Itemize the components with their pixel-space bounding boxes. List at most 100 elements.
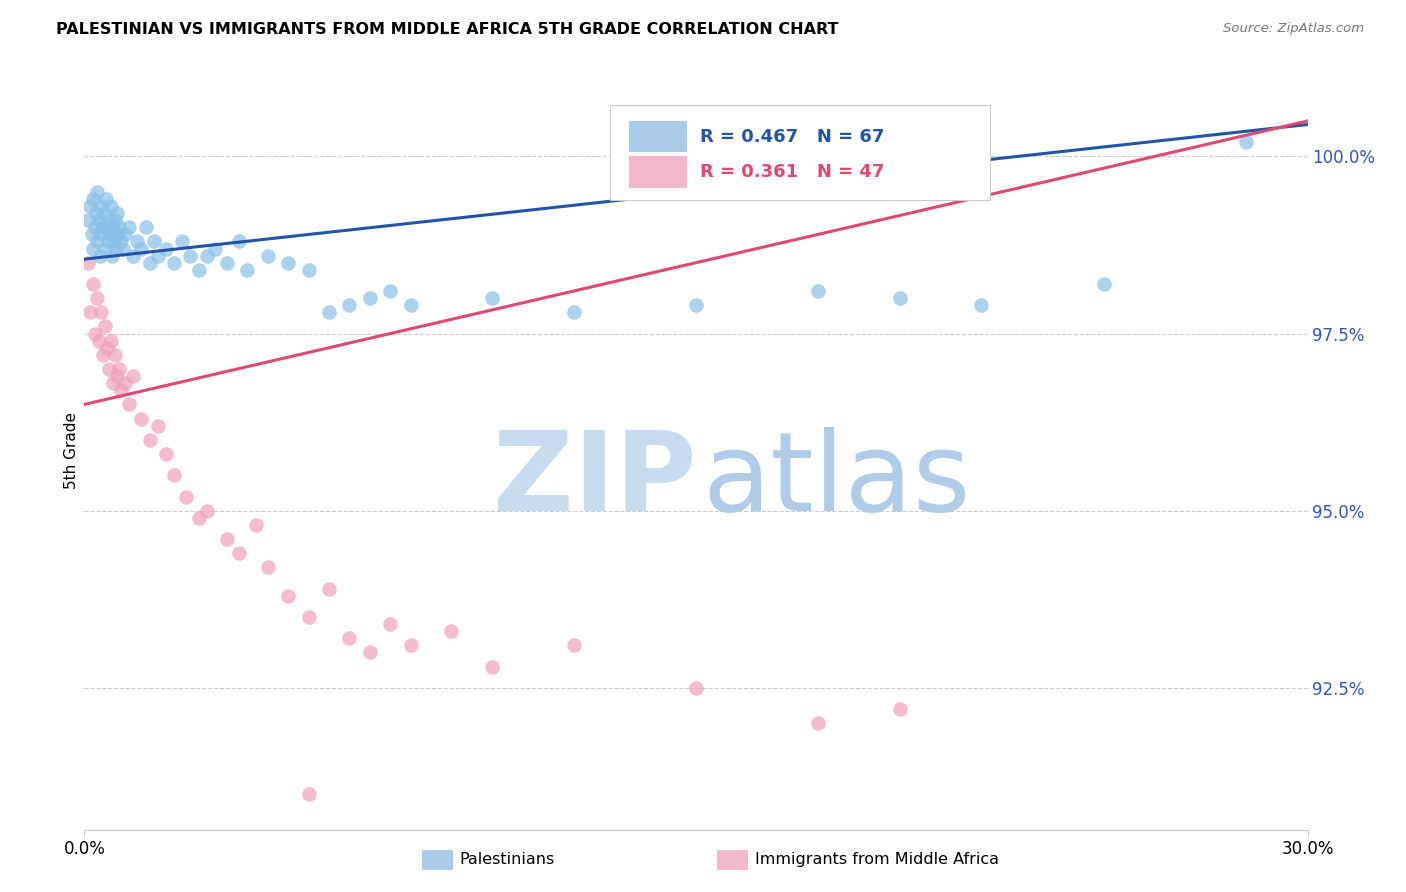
- Point: [807, 284, 830, 298]
- Point: [91, 220, 114, 235]
- Point: [87, 213, 110, 227]
- Point: [82, 242, 104, 256]
- Point: [142, 235, 165, 249]
- Point: [685, 681, 707, 695]
- Point: [257, 249, 280, 263]
- Point: [339, 298, 361, 312]
- Point: [889, 291, 911, 305]
- Point: [440, 624, 463, 639]
- Point: [100, 334, 122, 348]
- Text: Palestinians: Palestinians: [460, 853, 555, 867]
- Point: [101, 376, 124, 391]
- Point: [105, 242, 128, 256]
- Point: [1236, 135, 1258, 149]
- Point: [172, 235, 194, 249]
- Text: PALESTINIAN VS IMMIGRANTS FROM MIDDLE AFRICA 5TH GRADE CORRELATION CHART: PALESTINIAN VS IMMIGRANTS FROM MIDDLE AF…: [56, 22, 839, 37]
- Point: [318, 582, 340, 596]
- Point: [110, 383, 132, 397]
- Point: [1092, 277, 1115, 291]
- Point: [481, 659, 503, 673]
- Point: [257, 560, 280, 574]
- Point: [90, 227, 112, 242]
- Point: [155, 242, 177, 256]
- Point: [217, 532, 239, 546]
- Point: [889, 702, 911, 716]
- Point: [96, 341, 118, 355]
- Point: [163, 468, 186, 483]
- Point: [94, 192, 117, 206]
- Point: [114, 376, 136, 391]
- Point: [138, 433, 160, 447]
- Point: [481, 291, 503, 305]
- Point: [127, 235, 149, 249]
- Point: [174, 490, 197, 504]
- Point: [103, 235, 125, 249]
- Point: [155, 447, 177, 461]
- Point: [277, 255, 299, 269]
- Point: [97, 235, 120, 249]
- Point: [80, 227, 103, 242]
- Point: [380, 617, 402, 632]
- Point: [104, 348, 127, 362]
- Point: [970, 298, 993, 312]
- Point: [562, 305, 585, 319]
- Point: [105, 369, 128, 384]
- Point: [77, 255, 100, 269]
- Point: [108, 220, 131, 235]
- Point: [83, 220, 105, 235]
- Point: [86, 185, 108, 199]
- Point: [86, 235, 108, 249]
- Point: [79, 199, 101, 213]
- Point: [970, 135, 993, 149]
- Point: [228, 235, 250, 249]
- Point: [122, 369, 145, 384]
- Point: [359, 291, 381, 305]
- FancyBboxPatch shape: [628, 156, 688, 188]
- Text: ZIP: ZIP: [492, 427, 696, 534]
- Point: [339, 632, 361, 646]
- Point: [179, 249, 201, 263]
- Point: [84, 206, 107, 220]
- Point: [90, 305, 112, 319]
- Point: [146, 418, 169, 433]
- Point: [195, 504, 218, 518]
- Point: [118, 220, 141, 235]
- Point: [77, 213, 100, 227]
- Point: [146, 249, 169, 263]
- Point: [91, 348, 114, 362]
- Point: [87, 334, 110, 348]
- Point: [399, 298, 422, 312]
- Point: [110, 235, 132, 249]
- Point: [187, 510, 209, 524]
- Point: [93, 206, 115, 220]
- Point: [122, 249, 145, 263]
- Point: [204, 242, 226, 256]
- Point: [380, 284, 402, 298]
- Point: [138, 255, 160, 269]
- Y-axis label: 5th Grade: 5th Grade: [63, 412, 79, 489]
- Point: [217, 255, 239, 269]
- Point: [93, 242, 115, 256]
- Point: [108, 362, 131, 376]
- Point: [131, 242, 153, 256]
- Point: [101, 249, 124, 263]
- Point: [104, 213, 127, 227]
- Point: [100, 199, 122, 213]
- Point: [86, 291, 108, 305]
- Point: [118, 397, 141, 411]
- Point: [228, 546, 250, 560]
- Point: [105, 206, 128, 220]
- Point: [82, 277, 104, 291]
- Text: atlas: atlas: [702, 427, 970, 534]
- Point: [298, 262, 321, 277]
- Point: [114, 227, 136, 242]
- Point: [195, 249, 218, 263]
- Point: [89, 249, 111, 263]
- Point: [399, 638, 422, 652]
- Point: [97, 362, 120, 376]
- Point: [135, 220, 157, 235]
- Text: R = 0.467   N = 67: R = 0.467 N = 67: [700, 128, 884, 145]
- Point: [187, 262, 209, 277]
- Point: [96, 220, 118, 235]
- FancyBboxPatch shape: [628, 120, 688, 153]
